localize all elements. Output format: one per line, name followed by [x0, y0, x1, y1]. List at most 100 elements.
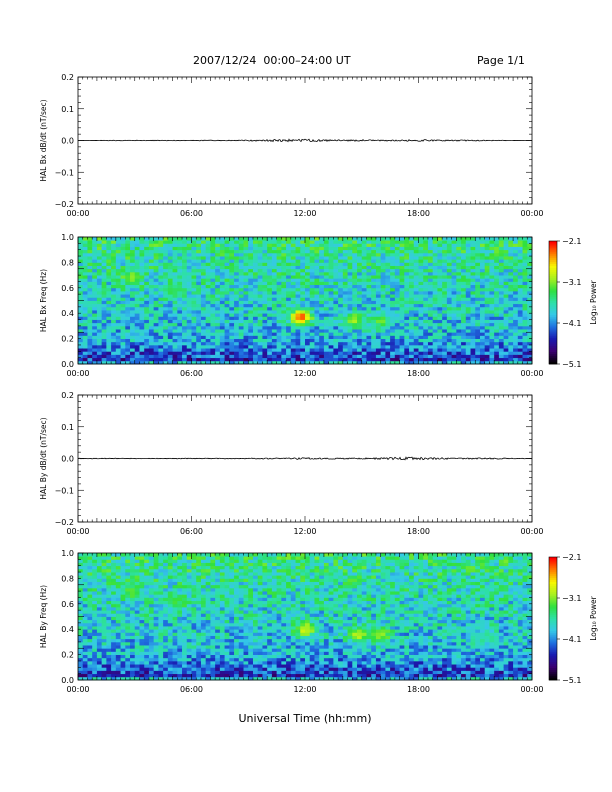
- spectrogram-cell: [323, 332, 330, 336]
- spectrogram-cell: [252, 325, 259, 330]
- spectrogram-cell: [347, 357, 353, 362]
- spectrogram-cell: [281, 268, 287, 273]
- spectrogram-cell: [120, 332, 126, 336]
- spectrogram-cell: [508, 348, 514, 352]
- spectrogram-cell: [295, 351, 301, 355]
- spectrogram-cell: [101, 246, 107, 251]
- spectrogram-cell: [111, 578, 117, 582]
- spectrogram-cell: [328, 335, 334, 339]
- spectrogram-cell: [508, 310, 514, 314]
- spectrogram-cell: [423, 357, 429, 362]
- spectrogram-cell: [196, 249, 202, 254]
- spectrogram-cell: [243, 259, 249, 263]
- spectrogram-cell: [234, 319, 240, 324]
- spectrogram-cell: [205, 357, 211, 362]
- spectrogram-cell: [446, 290, 453, 295]
- spectrogram-cell: [182, 243, 188, 247]
- spectrogram-cell: [342, 332, 348, 336]
- spectrogram-cell: [215, 335, 221, 339]
- spectrogram-cell: [385, 294, 391, 298]
- spectrogram-cell: [498, 332, 505, 336]
- spectrogram-cell: [229, 246, 235, 251]
- spectrogram-cell: [399, 278, 405, 282]
- spectrogram-cell: [120, 262, 126, 266]
- spectrogram-cell: [451, 357, 457, 362]
- spectrogram-cell: [286, 281, 292, 286]
- spectrogram-cell: [446, 265, 453, 270]
- series-line: [77, 456, 533, 461]
- spectrogram-cell: [295, 281, 301, 286]
- spectrogram-cell: [252, 278, 259, 282]
- spectrogram-cell: [267, 348, 273, 352]
- spectrogram-cell: [522, 332, 528, 336]
- spectrogram-cell: [106, 360, 112, 365]
- spectrogram-cell: [390, 303, 396, 308]
- spectrogram-cell: [338, 351, 344, 355]
- spectrogram-cell: [96, 613, 103, 617]
- spectrogram-cell: [314, 303, 320, 308]
- spectrogram-cell: [234, 316, 240, 320]
- spectrogram-cell: [470, 287, 476, 292]
- spectrogram-cell: [271, 262, 278, 266]
- spectrogram-cell: [262, 256, 268, 260]
- spectrogram-cell: [167, 287, 173, 292]
- spectrogram-cell: [409, 329, 415, 333]
- spectrogram-cell: [432, 332, 438, 336]
- spectrogram-cell: [182, 271, 188, 276]
- spectrogram-cell: [148, 278, 155, 282]
- spectrogram-cell: [196, 256, 202, 260]
- spectrogram-cell: [125, 357, 131, 362]
- spectrogram-cell: [205, 262, 211, 266]
- spectrogram-cell: [205, 335, 211, 339]
- spectrogram-cell: [224, 259, 230, 263]
- spectrogram-cell: [413, 252, 419, 257]
- spectrogram-cell: [82, 581, 88, 586]
- spectrogram-cell: [357, 322, 363, 327]
- spectrogram-cell: [96, 562, 103, 567]
- spectrogram-cell: [92, 657, 98, 662]
- spectrogram-cell: [115, 357, 121, 362]
- spectrogram-cell: [498, 262, 505, 266]
- spectrogram-cell: [87, 335, 93, 339]
- spectrogram-cell: [451, 240, 457, 244]
- spectrogram-cell: [158, 303, 164, 308]
- spectrogram-cell: [432, 319, 438, 324]
- spectrogram-cell: [186, 284, 192, 289]
- spectrogram-cell: [186, 306, 192, 311]
- spectrogram-cell: [87, 240, 93, 244]
- spectrogram-cell: [191, 297, 197, 301]
- spectrogram-cell: [111, 262, 117, 266]
- spectrogram-cell: [479, 281, 486, 286]
- spectrogram-cell: [153, 357, 159, 362]
- spectrogram-cell: [503, 354, 509, 359]
- spectrogram-cell: [130, 252, 136, 257]
- spectrogram-cell: [191, 294, 197, 298]
- spectrogram-cell: [314, 313, 320, 317]
- spectrogram-cell: [361, 256, 367, 260]
- spectrogram-cell: [413, 313, 419, 317]
- spectrogram-cell: [366, 249, 372, 254]
- spectrogram-cell: [385, 252, 391, 257]
- spectrogram-cell: [333, 243, 339, 247]
- spectrogram-cell: [87, 300, 93, 305]
- spectrogram-cell: [338, 297, 344, 301]
- spectrogram-cell: [234, 344, 240, 349]
- spectrogram-cell: [271, 306, 278, 311]
- spectrogram-cell: [427, 271, 434, 276]
- spectrogram-cell: [148, 237, 155, 241]
- spectrogram-cell: [92, 306, 98, 311]
- spectrogram-cell: [323, 252, 330, 257]
- spectrogram-cell: [167, 243, 173, 247]
- spectrogram-cell: [125, 278, 131, 282]
- spectrogram-cell: [484, 325, 490, 330]
- spectrogram-cell: [295, 348, 301, 352]
- spectrogram-cell: [470, 252, 476, 257]
- spectrogram-cell: [267, 313, 273, 317]
- spectrogram-cell: [399, 335, 405, 339]
- spectrogram-cell: [267, 275, 273, 279]
- spectrogram-cell: [517, 332, 523, 336]
- spectrogram-cell: [314, 278, 320, 282]
- spectrogram-cell: [404, 329, 410, 333]
- spectrogram-cell: [314, 338, 320, 343]
- spectrogram-cell: [139, 341, 145, 346]
